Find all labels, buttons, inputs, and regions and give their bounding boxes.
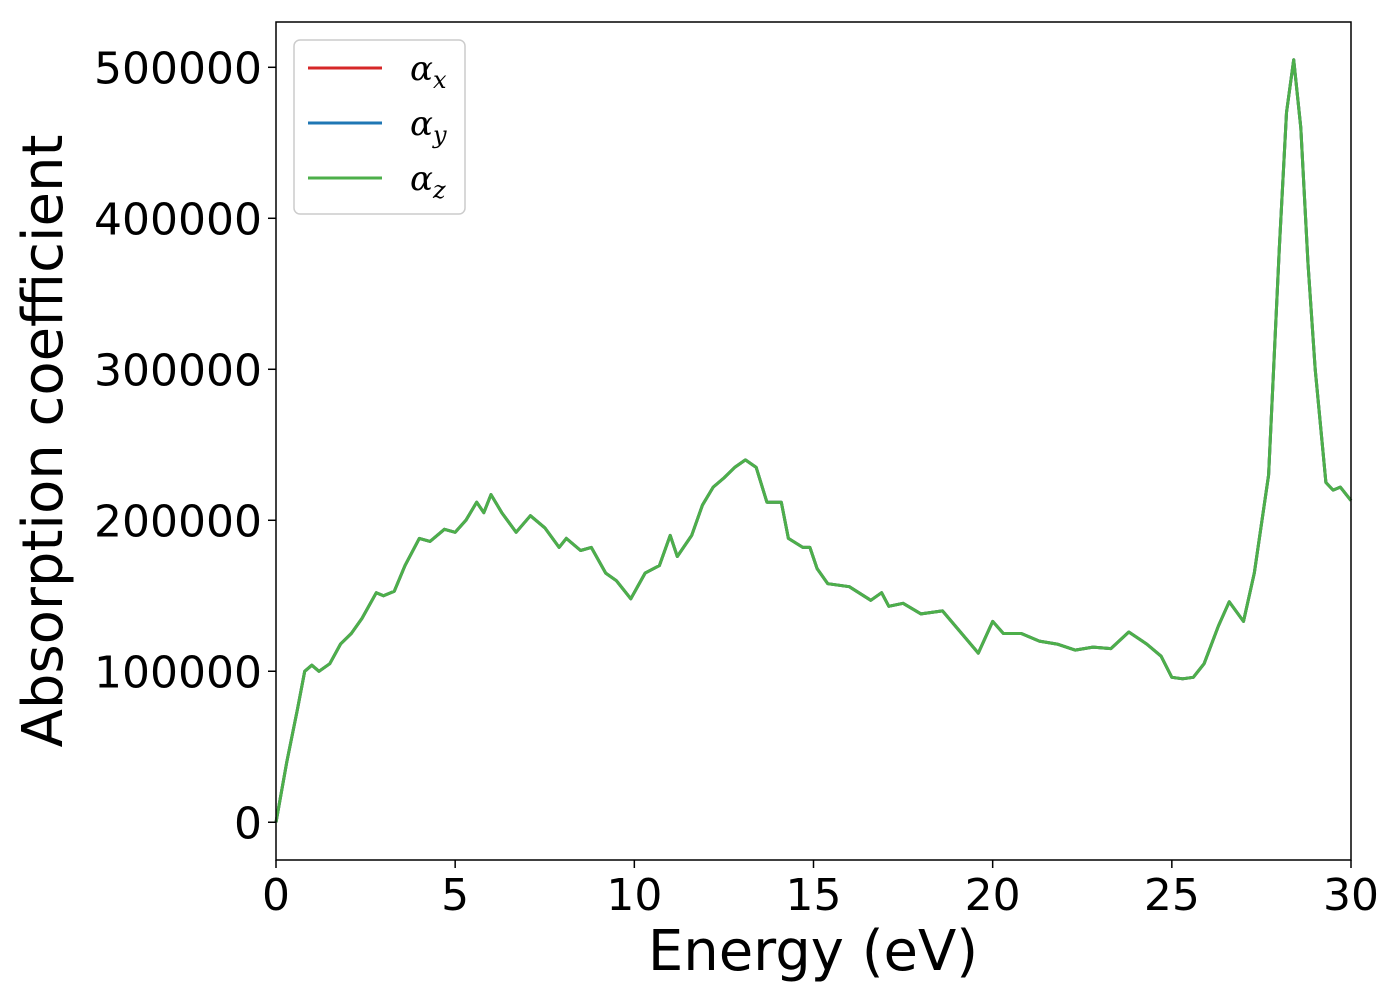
y-axis-title: Absorption coefficient [11, 135, 76, 748]
legend-label-main: α [410, 49, 433, 89]
legend-label: αz [410, 159, 446, 204]
x-tick-label: 30 [1323, 870, 1379, 921]
legend-label-subscript: y [432, 121, 447, 149]
series-line-z [274, 58, 1353, 823]
x-axis: 0 5 10 15 20 25 30 [262, 860, 1379, 921]
x-axis-title: Energy (eV) [648, 919, 978, 984]
y-tick-label: 300000 [94, 345, 262, 396]
x-tick-label: 0 [262, 870, 290, 921]
y-tick-label: 200000 [94, 496, 262, 547]
x-tick-label: 5 [441, 870, 469, 921]
legend-label-subscript: z [432, 176, 446, 204]
legend-label: αy [410, 104, 447, 149]
x-tick-label: 25 [1144, 870, 1200, 921]
legend-label-main: α [410, 159, 433, 199]
x-tick-label: 20 [965, 870, 1021, 921]
y-tick-label: 400000 [94, 194, 262, 245]
legend-label-main: α [410, 104, 433, 144]
y-tick-label: 100000 [94, 647, 262, 698]
x-tick-label: 15 [786, 870, 842, 921]
y-axis: 0 100000 200000 300000 400000 500000 [94, 43, 276, 849]
y-tick-label: 0 [234, 798, 262, 849]
y-tick-label: 500000 [94, 43, 262, 94]
x-tick-label: 10 [606, 870, 662, 921]
series-layer [274, 58, 1353, 823]
legend-box [293, 39, 466, 215]
legend-label-subscript: x [433, 66, 447, 94]
legend-label: αx [410, 49, 447, 94]
